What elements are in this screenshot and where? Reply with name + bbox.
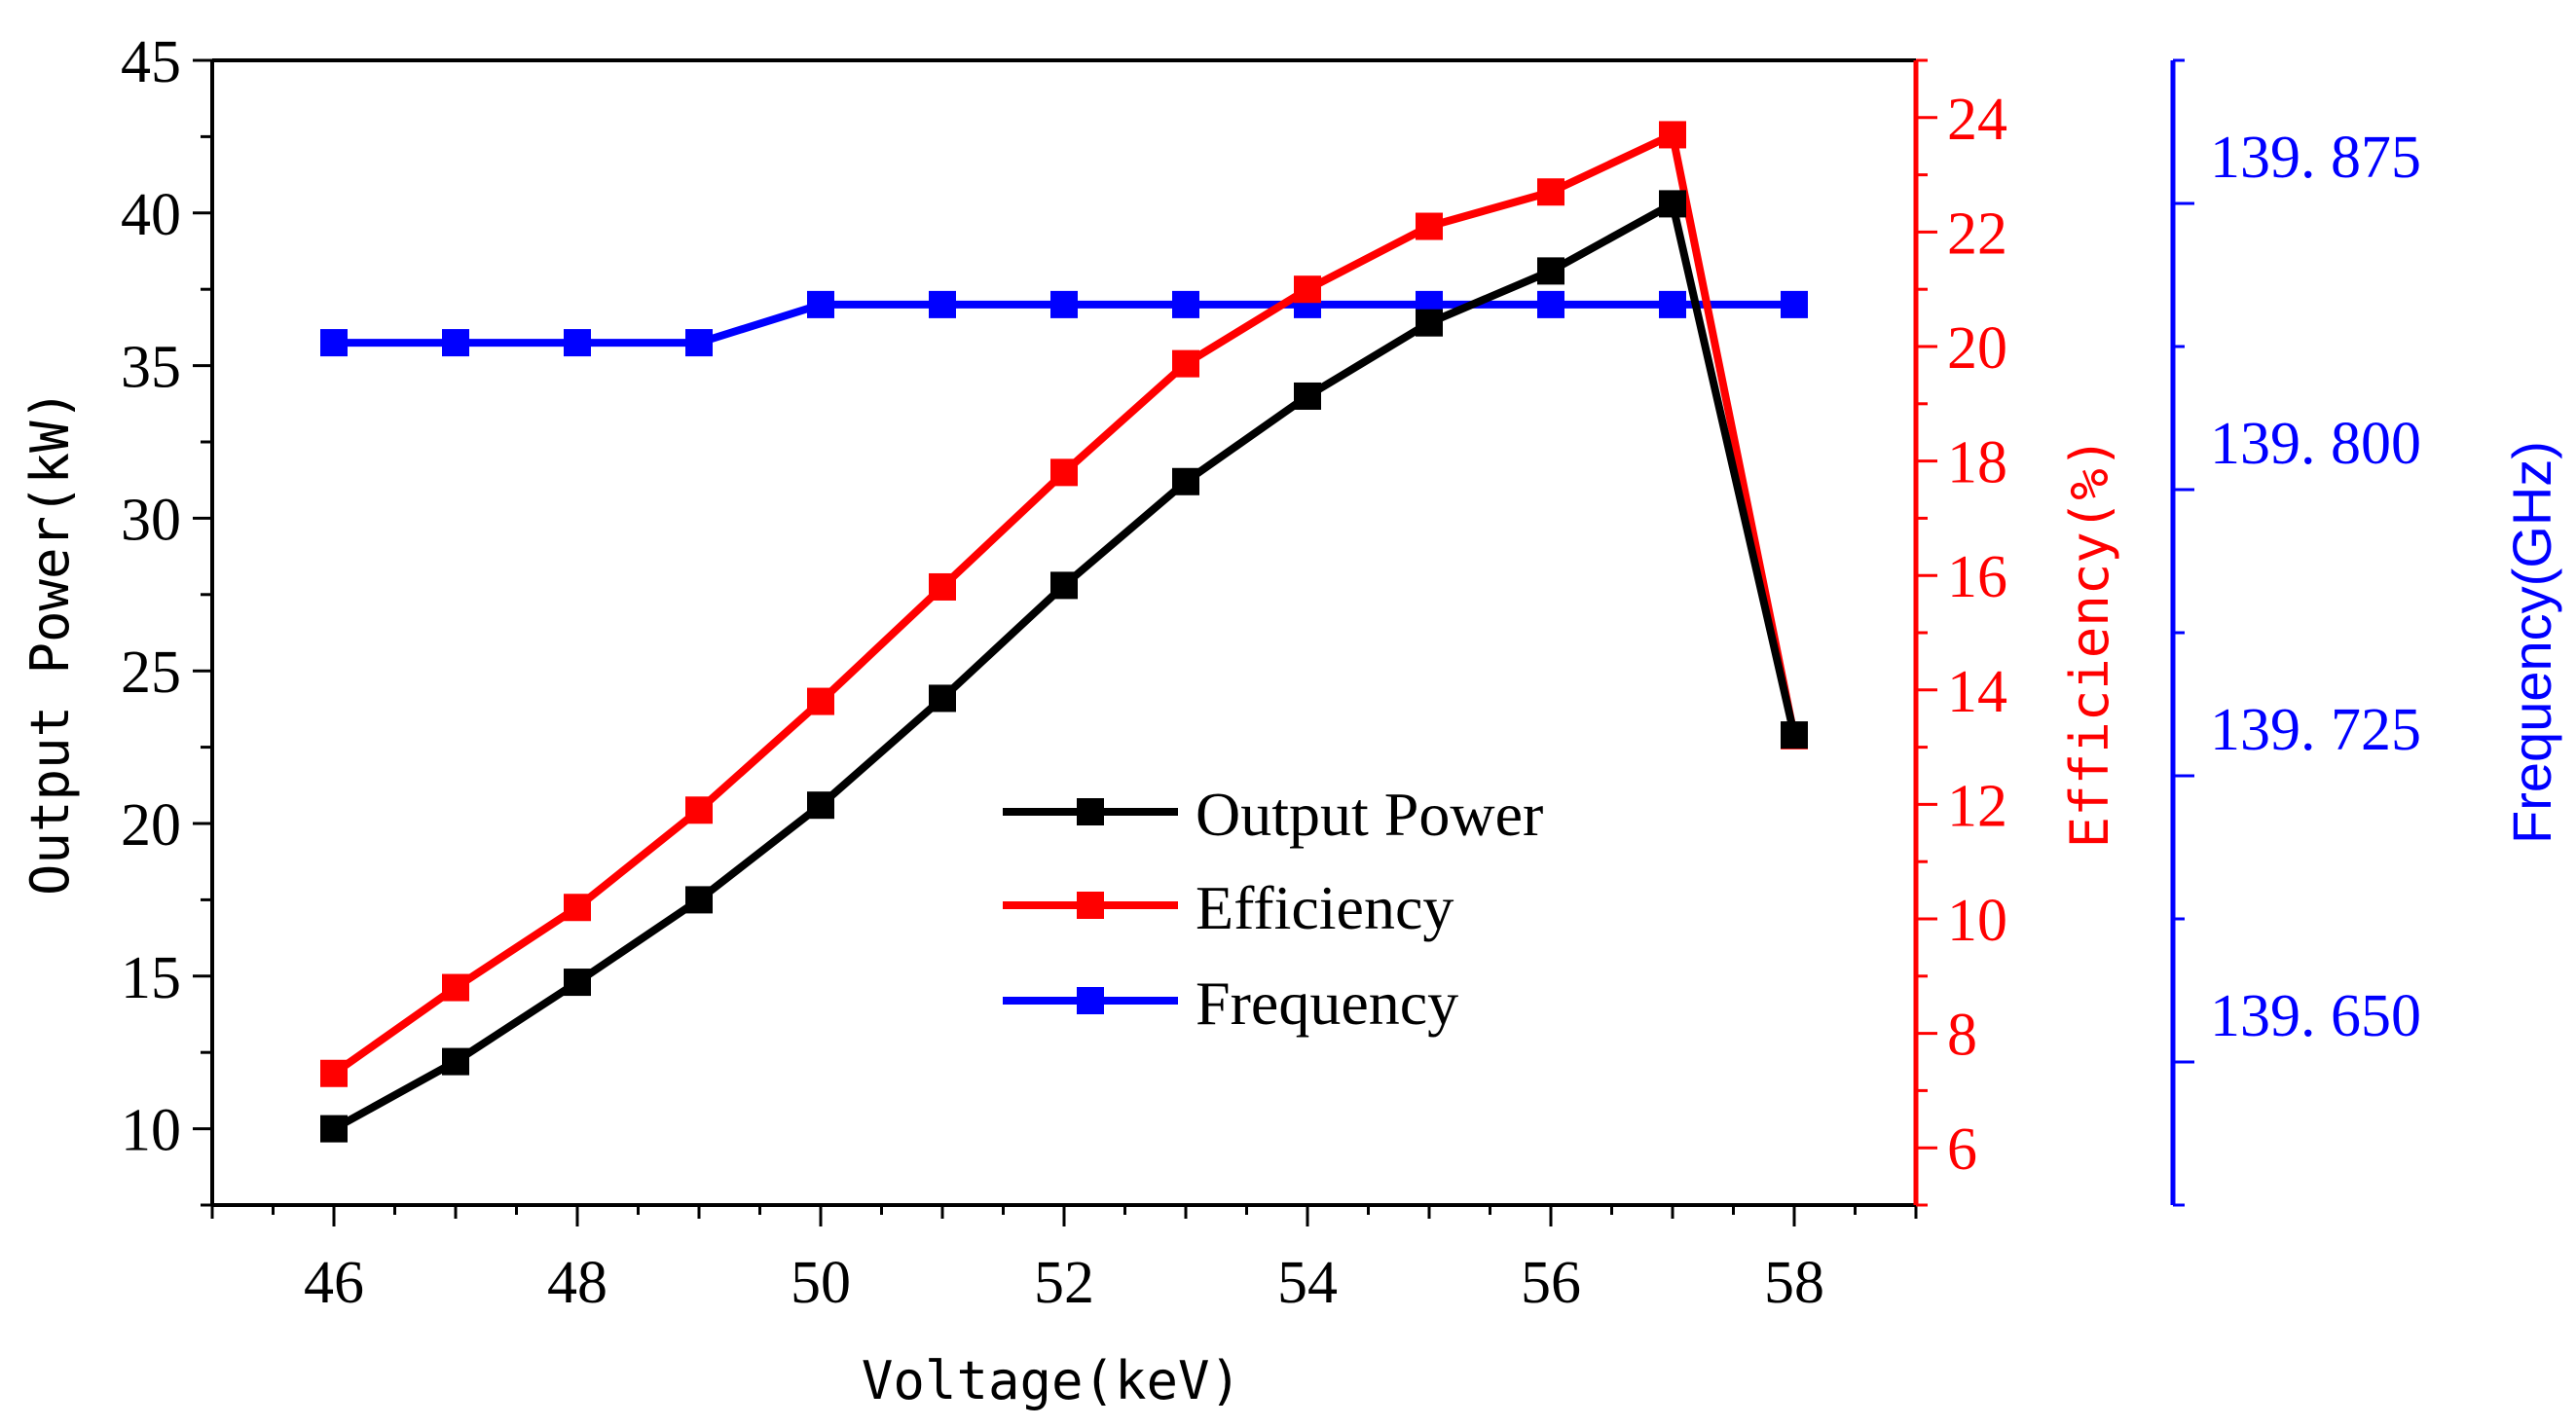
frequency-axis: 139. 650 139. 725 139. 800 139. 875	[2170, 58, 2421, 1207]
legend-item-output-power: Output Power	[1003, 780, 1543, 849]
frequency-tick-label: 139. 875	[2210, 125, 2421, 191]
efficiency-tick-label: 24	[1947, 87, 2007, 153]
data-point-efficiency	[807, 687, 834, 715]
data-point-output-power	[564, 969, 591, 997]
left-tick-label: 40	[121, 182, 181, 248]
frequency-tick-label: 139. 800	[2210, 411, 2421, 477]
series-frequency	[320, 290, 1808, 357]
data-point-frequency	[320, 329, 348, 357]
efficiency-tick-label: 16	[1947, 544, 2007, 610]
data-point-efficiency	[1659, 121, 1686, 149]
data-point-frequency	[807, 290, 834, 318]
left-tick-label: 45	[121, 29, 181, 95]
x-tick-label: 56	[1521, 1250, 1581, 1316]
data-point-frequency	[442, 329, 469, 357]
legend: Output Power Efficiency Frequency	[1003, 780, 1543, 1038]
legend-item-efficiency: Efficiency	[1003, 873, 1454, 942]
data-point-frequency	[685, 329, 713, 357]
series-output-power	[320, 190, 1808, 1143]
left-tick-label: 35	[121, 335, 181, 401]
data-point-output-power	[1659, 190, 1686, 218]
left-tick-label: 25	[121, 640, 181, 706]
x-axis-title: Voltage(keV)	[862, 1350, 1241, 1411]
efficiency-tick-label: 8	[1947, 1003, 1977, 1069]
data-point-frequency	[564, 329, 591, 357]
series-layer	[320, 121, 1808, 1143]
data-point-efficiency	[564, 894, 591, 922]
efficiency-tick-label: 20	[1947, 315, 2007, 382]
data-point-output-power	[1172, 467, 1199, 495]
data-point-frequency	[1537, 290, 1564, 318]
data-point-frequency	[1781, 290, 1808, 318]
data-point-efficiency	[929, 572, 956, 601]
x-axis: 46 48 50 52 54 56 58	[210, 1205, 1918, 1316]
x-tick-label: 46	[304, 1250, 364, 1316]
data-point-output-power	[1781, 721, 1808, 750]
left-axis-title: Output Power(kW)	[19, 389, 81, 896]
x-tick-label: 48	[547, 1250, 607, 1316]
data-point-efficiency	[685, 796, 713, 824]
data-point-frequency	[1659, 290, 1686, 318]
frequency-axis-title: Frequency(GHz)	[2501, 441, 2562, 844]
data-point-efficiency	[1537, 178, 1564, 206]
data-point-efficiency	[320, 1059, 348, 1087]
left-axis: 10 15 20 25 30 35 40 45	[121, 29, 212, 1207]
data-point-efficiency	[1172, 349, 1199, 378]
data-point-output-power	[685, 886, 713, 914]
data-point-output-power	[442, 1047, 469, 1076]
data-point-efficiency	[442, 973, 469, 1002]
efficiency-axis-title: Efficiency(%)	[2059, 437, 2120, 849]
data-point-output-power	[1537, 257, 1564, 285]
data-point-efficiency	[1294, 275, 1321, 304]
series-efficiency	[320, 121, 1808, 1087]
data-point-output-power	[807, 791, 834, 820]
efficiency-axis: 6 8 10 12 14 16 18 20 22 24	[1913, 58, 2007, 1207]
data-point-output-power	[929, 684, 956, 713]
frequency-tick-label: 139. 725	[2210, 697, 2421, 763]
efficiency-tick-label: 10	[1947, 888, 2007, 954]
x-tick-label: 58	[1764, 1250, 1824, 1316]
data-point-frequency	[929, 290, 956, 318]
data-point-efficiency	[1416, 212, 1443, 240]
efficiency-tick-label: 12	[1947, 773, 2007, 839]
x-tick-label: 50	[791, 1250, 851, 1316]
left-tick-label: 20	[121, 792, 181, 859]
x-tick-label: 54	[1277, 1250, 1338, 1316]
efficiency-tick-label: 22	[1947, 201, 2007, 267]
data-point-frequency	[1172, 290, 1199, 318]
series-line-efficiency	[331, 130, 1798, 1078]
legend-marker-efficiency	[1077, 892, 1104, 919]
plot-frame	[210, 58, 1916, 1207]
left-tick-label: 30	[121, 487, 181, 553]
legend-label-output-power: Output Power	[1196, 780, 1543, 849]
data-point-efficiency	[1050, 458, 1078, 487]
efficiency-tick-label: 18	[1947, 430, 2007, 496]
data-point-output-power	[1416, 309, 1443, 337]
left-tick-label: 10	[121, 1098, 181, 1164]
legend-label-frequency: Frequency	[1196, 969, 1458, 1038]
legend-label-efficiency: Efficiency	[1196, 873, 1454, 942]
efficiency-tick-label: 14	[1947, 659, 2007, 725]
data-point-output-power	[320, 1115, 348, 1143]
left-tick-label: 15	[121, 945, 181, 1011]
x-tick-label: 52	[1034, 1250, 1094, 1316]
frequency-tick-label: 139. 650	[2210, 983, 2421, 1049]
data-point-output-power	[1050, 571, 1078, 600]
efficiency-tick-label: 6	[1947, 1116, 1977, 1183]
data-point-output-power	[1294, 382, 1321, 410]
legend-item-frequency: Frequency	[1003, 969, 1458, 1038]
legend-marker-output-power	[1077, 798, 1104, 825]
legend-marker-frequency	[1077, 987, 1104, 1014]
data-point-frequency	[1050, 290, 1078, 318]
